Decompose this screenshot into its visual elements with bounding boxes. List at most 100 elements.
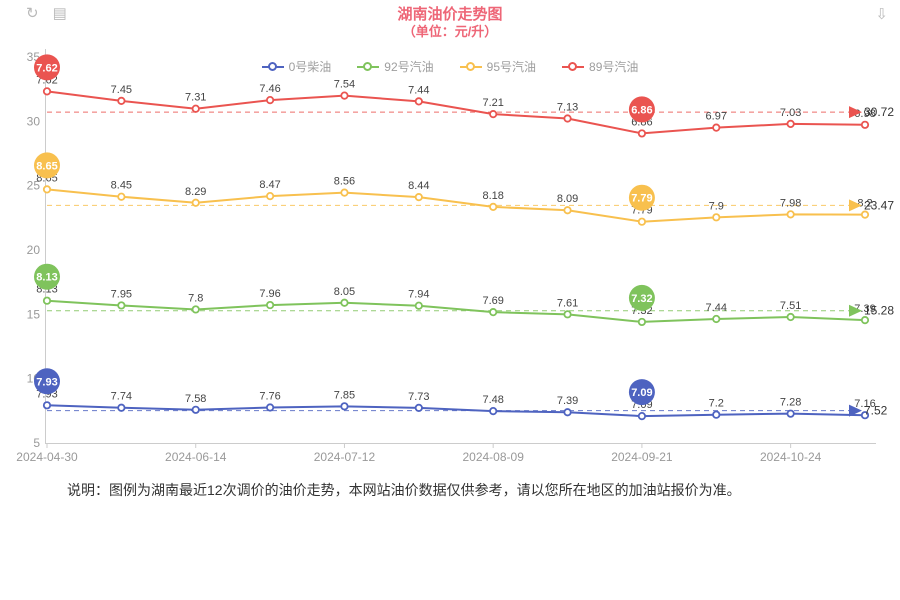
data-point[interactable] bbox=[340, 91, 349, 100]
data-point[interactable] bbox=[414, 97, 423, 106]
data-point[interactable] bbox=[265, 191, 275, 201]
data-point[interactable] bbox=[489, 308, 498, 317]
legend-circle-icon bbox=[267, 62, 277, 71]
data-point[interactable] bbox=[42, 296, 52, 305]
data-label: 7.44 bbox=[706, 302, 727, 314]
data-point[interactable] bbox=[414, 403, 423, 412]
data-label: 7.16 bbox=[854, 398, 875, 410]
highlight-marker-label: 7.09 bbox=[631, 387, 652, 399]
legend-circle-icon bbox=[568, 62, 578, 71]
data-point[interactable] bbox=[340, 402, 349, 411]
data-point[interactable] bbox=[191, 405, 200, 414]
data-label: 7.51 bbox=[780, 300, 801, 312]
data-label: 8.05 bbox=[334, 286, 355, 298]
highlight-marker-label: 7.79 bbox=[631, 193, 652, 205]
legend-item-2[interactable]: 95号汽油 bbox=[459, 58, 536, 75]
data-point[interactable] bbox=[860, 210, 870, 219]
data-point[interactable] bbox=[414, 301, 423, 310]
series-line-0 bbox=[46, 404, 866, 418]
data-point[interactable] bbox=[637, 412, 647, 421]
download-icon[interactable]: ⇩ bbox=[875, 6, 888, 23]
edge-value-tag: 15.28 bbox=[864, 304, 894, 318]
data-point[interactable] bbox=[860, 411, 870, 420]
data-label: 7.74 bbox=[111, 391, 132, 403]
data-label: 7.48 bbox=[482, 394, 503, 406]
legend-circle-icon bbox=[465, 62, 475, 71]
data-label: 7.13 bbox=[557, 102, 578, 114]
series-line-2 bbox=[46, 188, 866, 223]
data-point[interactable] bbox=[42, 401, 52, 410]
data-point[interactable] bbox=[563, 310, 572, 319]
legend-item-3[interactable]: 89号汽油 bbox=[562, 58, 638, 75]
data-point[interactable] bbox=[712, 314, 721, 324]
highlight-marker bbox=[628, 379, 655, 406]
data-label: 7.98 bbox=[780, 197, 801, 209]
footnote: 说明：图例为湖南最近12次调价的油价走势，本网站油价数据仅供参考，请以您所在地区… bbox=[67, 482, 741, 498]
data-point[interactable] bbox=[860, 316, 870, 325]
data-point[interactable] bbox=[712, 410, 721, 419]
data-label: 6.98 bbox=[854, 108, 875, 120]
data-label: 6.97 bbox=[706, 111, 727, 123]
toolbox-right: ⇩ bbox=[875, 6, 888, 24]
data-point[interactable] bbox=[712, 123, 721, 132]
data-label: 7.46 bbox=[259, 83, 280, 95]
edge-value-tag: 23.47 bbox=[864, 198, 894, 212]
chart-title: 湖南油价走势图 bbox=[397, 6, 503, 23]
data-point[interactable] bbox=[637, 217, 647, 226]
data-point[interactable] bbox=[489, 202, 498, 211]
data-label: 7.03 bbox=[780, 107, 801, 119]
edge-arrow-icon bbox=[849, 106, 862, 119]
data-point[interactable] bbox=[637, 129, 647, 138]
data-point[interactable] bbox=[563, 206, 572, 215]
data-point[interactable] bbox=[265, 96, 275, 105]
data-point[interactable] bbox=[42, 87, 52, 96]
data-point[interactable] bbox=[117, 96, 126, 105]
data-label: 7.9 bbox=[709, 200, 724, 212]
data-label: 7.69 bbox=[482, 295, 503, 307]
data-view-icon[interactable]: ▤ bbox=[52, 5, 67, 22]
data-point[interactable] bbox=[191, 305, 200, 314]
highlight-marker-label: 7.93 bbox=[36, 376, 57, 388]
data-point[interactable] bbox=[786, 312, 795, 322]
data-point[interactable] bbox=[860, 120, 870, 129]
data-point[interactable] bbox=[191, 198, 200, 207]
data-point[interactable] bbox=[786, 210, 795, 219]
data-label: 7.95 bbox=[111, 288, 132, 300]
highlight-marker bbox=[628, 184, 655, 211]
data-point[interactable] bbox=[117, 192, 126, 201]
data-point[interactable] bbox=[191, 104, 200, 113]
data-point[interactable] bbox=[42, 185, 52, 194]
data-point[interactable] bbox=[637, 317, 647, 327]
legend-item-0[interactable]: 0号柴油 bbox=[261, 58, 332, 75]
data-point[interactable] bbox=[786, 119, 795, 129]
highlight-marker bbox=[34, 368, 60, 395]
data-point[interactable] bbox=[117, 403, 126, 412]
data-point[interactable] bbox=[340, 188, 349, 197]
legend-item-1[interactable]: 92号汽油 bbox=[357, 58, 434, 75]
data-point[interactable] bbox=[414, 193, 423, 202]
data-point[interactable] bbox=[489, 110, 498, 119]
legend-label: 0号柴油 bbox=[288, 60, 332, 74]
legend-line-marker-icon bbox=[459, 62, 482, 71]
refresh-icon[interactable]: ↻ bbox=[26, 5, 39, 22]
highlight-marker-label: 7.62 bbox=[36, 62, 57, 74]
data-point[interactable] bbox=[117, 301, 126, 310]
data-point[interactable] bbox=[712, 213, 721, 222]
data-label: 8.18 bbox=[482, 190, 503, 202]
x-axis-label: 2024-04-30 bbox=[16, 450, 78, 464]
data-point[interactable] bbox=[563, 408, 572, 417]
data-label: 7.28 bbox=[780, 397, 801, 409]
data-label: 8.56 bbox=[334, 176, 355, 188]
data-label: 7.21 bbox=[482, 97, 503, 109]
data-point[interactable] bbox=[265, 300, 275, 310]
data-point[interactable] bbox=[265, 403, 275, 412]
data-point[interactable] bbox=[786, 409, 795, 418]
data-point[interactable] bbox=[489, 406, 498, 416]
edge-arrow-icon bbox=[849, 304, 862, 317]
data-point[interactable] bbox=[563, 114, 572, 123]
y-axis-label: 5 bbox=[33, 436, 40, 450]
y-axis-label: 25 bbox=[27, 179, 41, 193]
data-point[interactable] bbox=[340, 298, 349, 307]
